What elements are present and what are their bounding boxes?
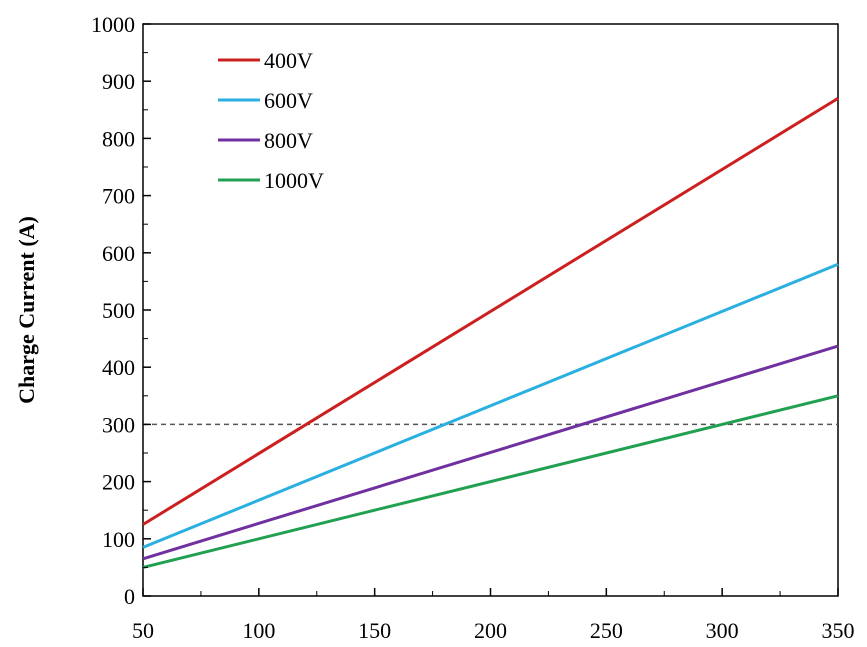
legend-label-1000v: 1000V — [264, 168, 324, 193]
legend-label-400v: 400V — [264, 48, 313, 73]
y-tick-label: 200 — [102, 470, 135, 495]
series-layer — [142, 97, 839, 569]
series-line-600v — [142, 262, 839, 549]
x-tick-label: 350 — [822, 618, 855, 643]
x-tick-label: 150 — [358, 618, 391, 643]
x-tick-label: 100 — [242, 618, 275, 643]
x-tick-label: 200 — [474, 618, 507, 643]
x-tick-label: 50 — [132, 618, 154, 643]
y-tick-label: 700 — [102, 184, 135, 209]
x-tick-label: 300 — [706, 618, 739, 643]
y-axis: 0 100 200 300 400 500 600 700 800 900 1000 — [91, 12, 151, 609]
y-tick-label: 400 — [102, 355, 135, 380]
x-axis: 50 100 150 200 250 300 350 — [132, 588, 855, 643]
y-tick-label: 900 — [102, 69, 135, 94]
y-tick-label: 500 — [102, 298, 135, 323]
legend-label-800v: 800V — [264, 128, 313, 153]
y-tick-label: 600 — [102, 241, 135, 266]
x-tick-label: 250 — [590, 618, 623, 643]
y-axis-title: Charge Current (A) — [14, 216, 39, 404]
legend-label-600v: 600V — [264, 88, 313, 113]
legend: 400V 600V 800V 1000V — [218, 48, 324, 193]
y-tick-label: 300 — [102, 412, 135, 437]
y-tick-label: 0 — [124, 584, 135, 609]
y-tick-label: 1000 — [91, 12, 135, 37]
y-tick-label: 800 — [102, 126, 135, 151]
series-line-1000v — [142, 394, 839, 569]
y-tick-label: 100 — [102, 527, 135, 552]
series-line-400v — [142, 97, 839, 526]
series-line-800v — [142, 344, 839, 561]
